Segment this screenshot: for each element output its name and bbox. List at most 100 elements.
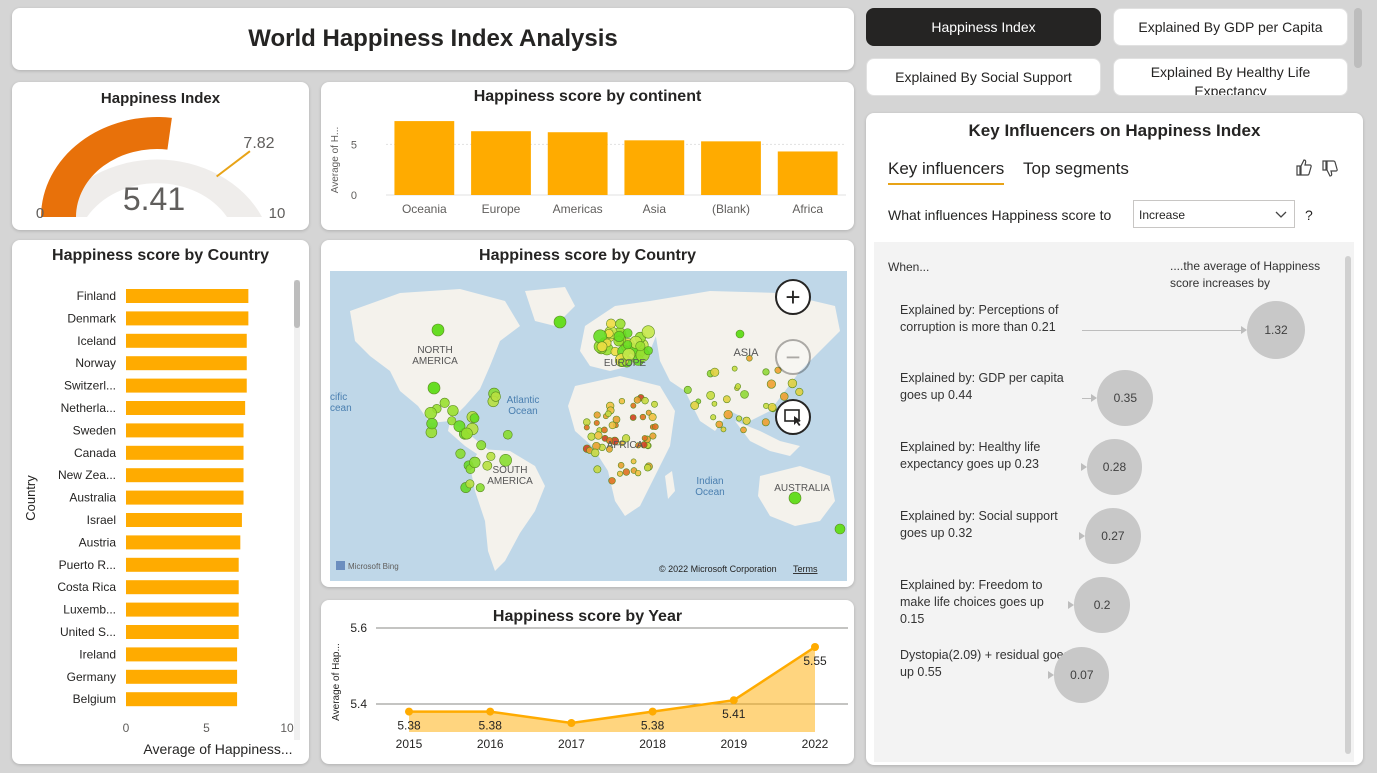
map-zoom-out-button[interactable]: − — [775, 339, 811, 375]
influencer-row-label: Explained by: Freedom to make life choic… — [900, 578, 1044, 626]
map-point — [630, 458, 637, 465]
continent-x-tick: Asia — [643, 202, 667, 216]
thumbs-down-icon[interactable] — [1320, 159, 1340, 179]
map-point — [643, 464, 652, 472]
influencer-row-arrow-icon — [1068, 601, 1075, 609]
map-point — [761, 418, 770, 427]
map-point — [447, 416, 457, 426]
map-point — [639, 413, 647, 421]
nav-button-healthy-life[interactable]: Explained By Healthy Life Expectancy — [1113, 58, 1348, 96]
gauge-max-label: 10 — [269, 205, 286, 222]
year-line — [409, 645, 816, 725]
influencer-row-bubble[interactable]: 0.27 — [1085, 508, 1141, 564]
map-point — [426, 417, 438, 430]
gauge-chart: 5.41 0 10 7.82 — [36, 116, 286, 222]
year-x-tick: 2018 — [639, 737, 666, 751]
map-point — [593, 419, 600, 426]
map-point — [683, 385, 692, 394]
map-point — [630, 402, 637, 409]
thumbs-up-icon[interactable] — [1294, 157, 1314, 177]
influencer-row-bubble[interactable]: 1.32 — [1247, 301, 1305, 359]
map-point — [476, 440, 487, 451]
map-point — [439, 397, 450, 408]
map-point — [767, 402, 777, 412]
map-point — [490, 391, 501, 402]
map-label-pacific: cific cean — [330, 392, 352, 414]
country-bar — [126, 445, 244, 460]
continent-x-tick: Africa — [792, 202, 823, 216]
map-select-area-button[interactable] — [775, 399, 811, 435]
influencer-list-panel: When... ....the average of Happiness sco… — [874, 242, 1354, 762]
map-point — [633, 396, 641, 404]
country-x-tick: 10 — [280, 721, 294, 735]
influencer-row-bubble[interactable]: 0.2 — [1074, 577, 1130, 633]
tab-top-segments[interactable]: Top segments — [1023, 159, 1129, 178]
country-y-tick: Finland — [77, 289, 116, 303]
country-scrollbar-thumb[interactable] — [294, 280, 300, 328]
map-card: Happiness score by Country NORTH AMERICA … — [321, 240, 854, 587]
continent-bar — [394, 121, 455, 195]
country-bar — [126, 602, 239, 617]
map-point — [652, 423, 659, 430]
map-point — [605, 445, 613, 453]
influencer-scrollbar[interactable] — [1345, 256, 1351, 754]
tab-key-influencers[interactable]: Key influencers — [888, 159, 1005, 185]
country-bar — [126, 423, 244, 438]
map-point — [715, 420, 723, 429]
map-point — [606, 318, 617, 329]
nav-button-gdp[interactable]: Explained By GDP per Capita — [1113, 8, 1348, 46]
country-y-tick: Germany — [67, 670, 116, 684]
map-label-australia: AUSTRALIA — [774, 483, 830, 494]
continent-x-tick: Oceania — [402, 202, 447, 216]
country-bar — [126, 401, 246, 415]
influencer-row-bubble[interactable]: 0.28 — [1086, 439, 1143, 495]
influencer-row-label: Explained by: Perceptions of corruption … — [900, 303, 1059, 334]
country-y-tick: New Zea... — [58, 468, 116, 482]
map-zoom-in-button[interactable]: + — [775, 279, 811, 315]
map-point — [710, 414, 717, 421]
world-map[interactable]: NORTH AMERICA SOUTH AMERICA EUROPE AFRICA … — [330, 271, 847, 581]
map-point — [593, 411, 601, 419]
map-point — [635, 442, 642, 449]
map-point — [596, 341, 608, 352]
country-bar — [126, 669, 238, 684]
influencer-row-arrow-icon — [1091, 394, 1098, 402]
map-land-north-america — [350, 289, 520, 423]
influencer-row-connector — [1082, 398, 1092, 399]
map-point — [608, 421, 617, 430]
map-terms-link[interactable]: Terms — [793, 564, 818, 574]
map-point — [486, 451, 496, 461]
continent-chart: Average of H... 0 5 Oceania Europe Americas A… — [330, 121, 846, 216]
influencer-direction-select[interactable]: Increase — [1133, 200, 1295, 228]
page-title: World Happiness Index Analysis — [248, 25, 618, 52]
country-y-tick: United S... — [60, 625, 116, 639]
map-point — [469, 413, 480, 423]
map-point — [710, 367, 720, 377]
map-point — [731, 365, 738, 372]
map-bing-logo-icon — [336, 561, 345, 570]
country-bar — [126, 468, 244, 483]
year-y-tick: 5.4 — [350, 697, 367, 711]
map-point — [634, 469, 642, 477]
map-data-points — [424, 315, 846, 535]
nav-button-social-support[interactable]: Explained By Social Support — [866, 58, 1101, 96]
influencer-col-average: ....the average of Happiness score incre… — [1170, 259, 1321, 290]
continent-x-tick: Europe — [482, 202, 521, 216]
influencer-row-arrow-icon — [1080, 463, 1087, 471]
country-bar — [126, 490, 244, 505]
map-point — [499, 453, 512, 467]
map-point — [593, 465, 602, 474]
help-icon[interactable]: ? — [1305, 207, 1313, 223]
map-point — [723, 409, 733, 420]
country-scrollbar-track — [294, 280, 300, 740]
map-point — [720, 426, 727, 433]
map-point — [608, 477, 616, 485]
year-point — [729, 696, 738, 705]
nav-scrollbar[interactable] — [1354, 8, 1362, 68]
influencer-row-bubble[interactable]: 0.07 — [1054, 647, 1110, 703]
nav-button-happiness-index[interactable]: Happiness Index — [866, 8, 1101, 46]
map-point — [635, 341, 646, 352]
influencer-row-bubble[interactable]: 0.35 — [1097, 370, 1154, 426]
map-point — [617, 358, 627, 367]
map-point — [734, 383, 742, 390]
